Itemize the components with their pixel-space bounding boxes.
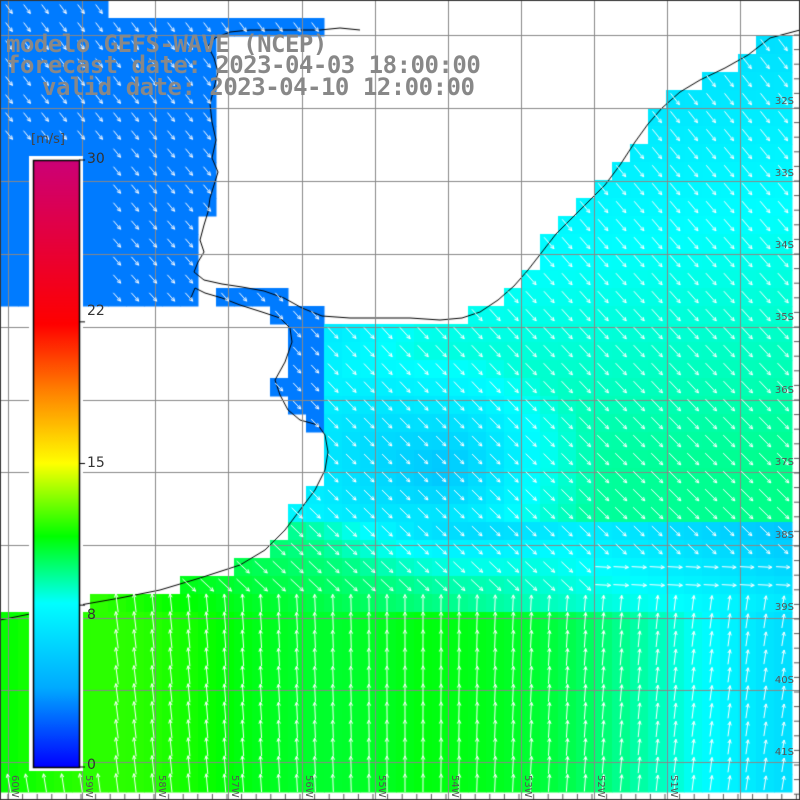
colorbar-tick-30: 30 <box>87 151 105 167</box>
colorbar-tick-15: 15 <box>87 455 105 471</box>
lat-label-39s: 39S <box>774 602 794 613</box>
lat-label-38s: 38S <box>774 530 794 541</box>
title-valid-date: valid date: 2023-04-10 12:00:00 <box>42 73 475 101</box>
lat-label-32s: 32S <box>774 96 794 107</box>
lat-label-40s: 40S <box>774 675 794 686</box>
lon-label-51w: 51W <box>668 775 679 798</box>
lon-label-59w: 59W <box>83 775 94 798</box>
lon-label-56w: 56W <box>303 775 314 798</box>
lon-label-54w: 54W <box>449 775 460 798</box>
title-forecast-date: forecast date: 2023-04-03 18:00:00 <box>6 51 481 79</box>
title-model: modelo GEFS-WAVE (NCEP) <box>6 30 327 58</box>
lon-label-57w: 57W <box>229 775 240 798</box>
lat-label-36s: 36S <box>774 385 794 396</box>
lat-label-41s: 41S <box>774 747 794 758</box>
lon-label-53w: 53W <box>522 775 533 798</box>
lon-label-52w: 52W <box>595 775 606 798</box>
lat-label-35s: 35S <box>774 312 794 323</box>
lat-label-34s: 34S <box>774 240 794 251</box>
lon-label-55w: 55W <box>376 775 387 798</box>
lat-label-33s: 33S <box>774 168 794 179</box>
colorbar-tick-22: 22 <box>87 303 105 319</box>
lat-label-37s: 37S <box>774 457 794 468</box>
colorbar-tick-8: 8 <box>87 607 96 623</box>
lon-label-58w: 58W <box>156 775 167 798</box>
lon-label-60w: 60W <box>9 775 20 798</box>
colorbar-tick-0: 0 <box>87 757 96 773</box>
colorbar-unit: [m/s] <box>31 132 65 147</box>
